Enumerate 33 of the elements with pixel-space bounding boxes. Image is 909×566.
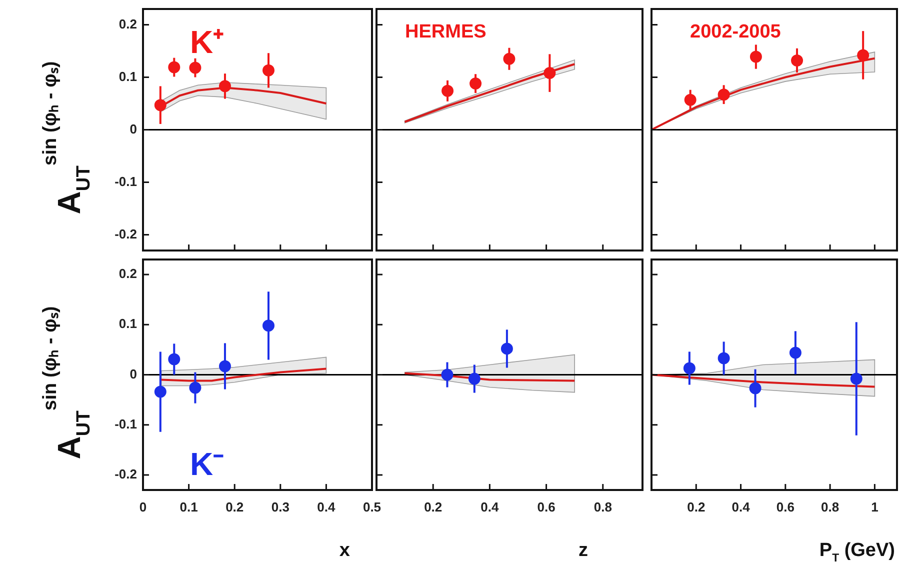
x-tick-label: 0.6 [537, 499, 556, 514]
x-tick-label: 0.2 [687, 499, 706, 514]
y-tick-label: 0 [130, 366, 137, 382]
x-tick-label: 0.4 [317, 499, 336, 514]
x-tick-label: 0.8 [594, 499, 612, 514]
annotation: HERMES [405, 22, 486, 43]
x-axis-title: x [339, 540, 350, 561]
x-tick-label: 0 [139, 499, 147, 514]
y-tick-label: -0.2 [114, 466, 137, 482]
x-tick-label: 0.6 [776, 499, 794, 514]
x-tick-label: 0.1 [180, 499, 198, 514]
x-tick-label: 0.2 [424, 499, 442, 514]
x-tick-label: 0.4 [480, 499, 500, 514]
x-tick-label: 1 [871, 499, 878, 514]
annotation: K⁻ [190, 446, 224, 482]
annotation: K⁺ [190, 24, 224, 60]
x-tick-label: 0.4 [732, 499, 751, 514]
x-tick-label: 0.5 [362, 499, 382, 514]
y-tick-label: 0.2 [118, 16, 137, 32]
y-tick-label: 0.1 [118, 68, 137, 84]
y-tick-label: -0.2 [114, 226, 137, 242]
x-tick-label: 0.8 [821, 499, 840, 514]
y-axis-title: AUTsin (φₕ - φₛ) [40, 61, 95, 214]
y-tick-label: 0.2 [118, 266, 137, 282]
annotation: 2002-2005 [690, 22, 782, 43]
y-tick-label: -0.1 [114, 416, 137, 432]
y-tick-label: 0.1 [118, 316, 137, 332]
x-tick-label: 0.2 [226, 499, 244, 514]
y-axis-title: AUTsin (φₕ - φₛ) [40, 306, 95, 460]
y-tick-label: -0.1 [114, 174, 137, 189]
x-tick-label: 0.3 [271, 499, 290, 514]
x-axis-title: z [578, 540, 588, 561]
y-tick-label: 0 [130, 121, 137, 136]
